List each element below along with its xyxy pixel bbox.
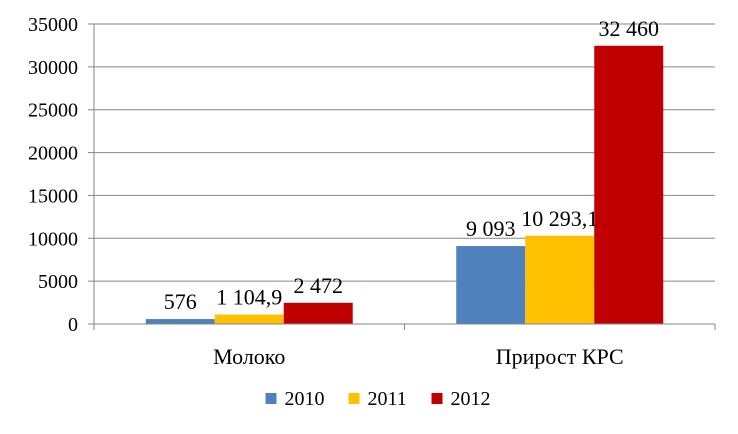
legend-swatch [265, 393, 277, 404]
bar [283, 302, 353, 324]
x-category-label: Прирост КРС [496, 344, 624, 369]
gridlines [94, 23, 715, 282]
y-tick-label: 20000 [28, 143, 78, 165]
bars [145, 45, 664, 325]
data-label: 10 293,1 [521, 206, 598, 231]
bar [456, 246, 526, 324]
data-label: 1 104,9 [216, 285, 282, 310]
bar [214, 314, 284, 324]
y-tick-label: 0 [68, 314, 78, 336]
legend-label: 2011 [368, 388, 407, 410]
y-tick-label: 10000 [28, 228, 78, 250]
legend-label: 2010 [285, 388, 325, 410]
y-tick-label: 5000 [38, 271, 78, 293]
legend-swatch [348, 393, 360, 404]
y-tick-label: 25000 [28, 100, 78, 122]
legend: 2010 2011 2012 [265, 388, 491, 410]
x-category-label: Молоко [213, 344, 285, 369]
data-label: 576 [164, 289, 197, 314]
y-tick-label: 30000 [28, 57, 78, 79]
y-tick-label: 15000 [28, 185, 78, 207]
bar [145, 319, 215, 324]
bar [594, 45, 664, 325]
y-tick-label: 35000 [28, 14, 78, 36]
data-label: 32 460 [599, 16, 660, 41]
axes [88, 23, 716, 330]
data-label: 2 472 [294, 273, 344, 298]
legend-label: 2012 [451, 388, 491, 410]
labels: 0 5000 10000 15000 20000 25000 30000 35000 576 1 … [28, 14, 659, 369]
bar [525, 235, 595, 324]
data-label: 9 093 [466, 216, 516, 241]
legend-swatch [431, 393, 443, 404]
